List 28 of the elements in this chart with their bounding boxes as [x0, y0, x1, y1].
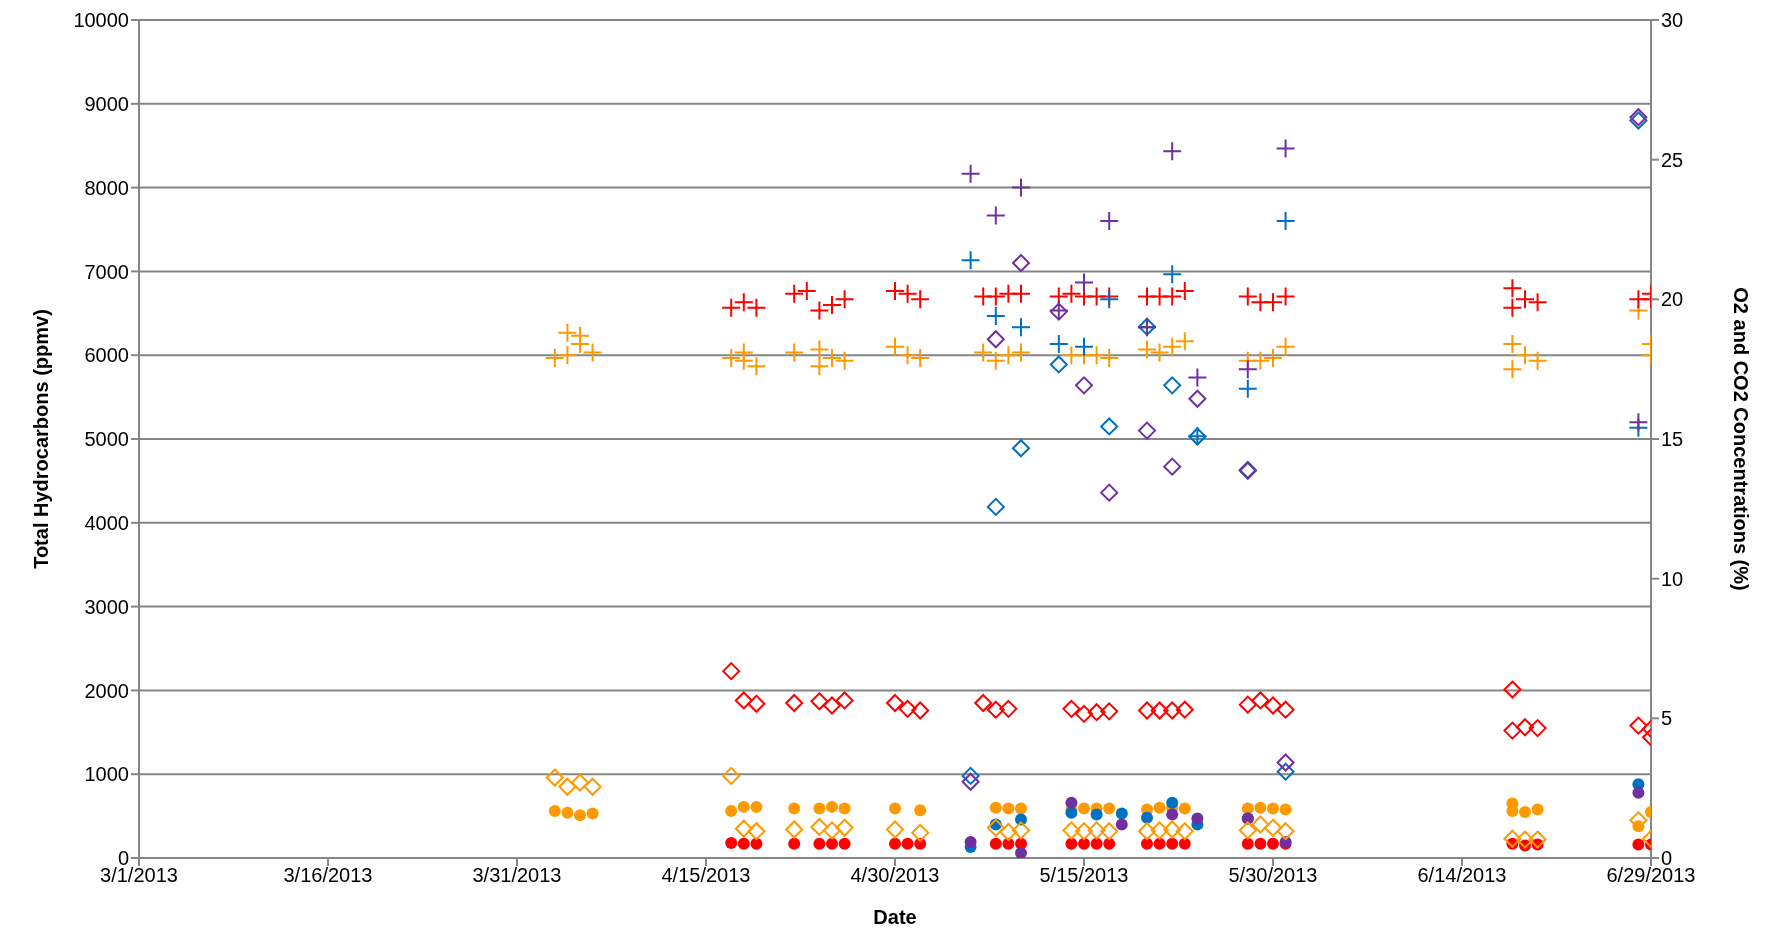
x-tick-label: 5/15/2013: [1039, 864, 1129, 887]
y-tick-label: 3000: [84, 595, 129, 618]
y-tick-label: 5000: [84, 428, 129, 451]
x-tick-label: 6/14/2013: [1417, 864, 1507, 887]
y-tick-label: 2000: [84, 679, 129, 702]
y2-tick-label: 30: [1661, 9, 1684, 32]
y-tick-label: 4000: [84, 511, 129, 534]
y-tick-label: 6000: [84, 344, 129, 367]
y-tick-label: 1000: [84, 763, 129, 786]
x-tick-label: 6/29/2013: [1606, 864, 1696, 887]
x-tick-label: 4/15/2013: [661, 864, 751, 887]
y-axis-title: Total Hydrocarbons (ppmv): [30, 309, 53, 569]
y2-tick-label: 20: [1661, 288, 1684, 311]
y-tick-label: 10000: [73, 9, 129, 32]
x-tick-label: 3/16/2013: [283, 864, 373, 887]
y-tick-label: 7000: [84, 260, 129, 283]
y-tick-label: 9000: [84, 92, 129, 115]
y2-axis-title: O2 and CO2 Concentrations (%): [1729, 287, 1752, 591]
x-tick-label: 3/31/2013: [472, 864, 562, 887]
y2-tick-label: 5: [1661, 707, 1673, 730]
x-tick-label: 3/1/2013: [100, 864, 178, 887]
y2-tick-label: 15: [1661, 428, 1684, 451]
y-tick-label: 8000: [84, 176, 129, 199]
x-tick-label: 5/30/2013: [1228, 864, 1318, 887]
y2-tick-label: 10: [1661, 567, 1684, 590]
x-axis-title: Date: [873, 906, 917, 928]
y2-tick-label: 25: [1661, 148, 1684, 171]
x-tick-label: 4/30/2013: [850, 864, 940, 887]
